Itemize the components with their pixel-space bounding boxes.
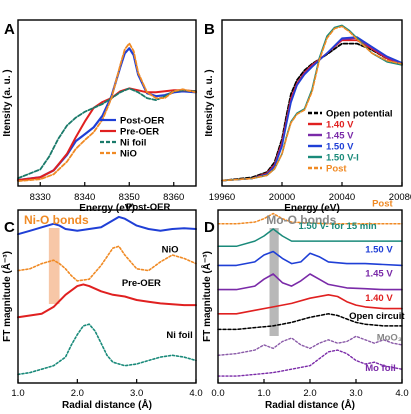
series-line-1-40-v (217, 293, 403, 315)
series-line-1-45-v (217, 273, 403, 291)
x-tick-label: 4.0 (395, 388, 408, 399)
legend-entry: 1.50 V (326, 142, 354, 153)
panel-letter-c: C (4, 219, 15, 236)
legend-entry: 1.45 V (326, 131, 354, 142)
series-line-open-circuit (217, 313, 403, 331)
x-tick-label: 8340 (74, 192, 95, 203)
panel-b: B 19960 20000 20040 20080 Energy (eV) Itensity… (204, 19, 411, 214)
series-line-moo- (217, 335, 403, 356)
x-axis-label: Radial distance (Å) (62, 398, 152, 411)
panel-letter-b: B (204, 21, 215, 38)
x-tick-label: 20080 (389, 192, 411, 203)
legend-entry: NiO (120, 149, 137, 160)
series-line-post-oer (17, 215, 197, 236)
annotation-label: Ni-O bonds (24, 213, 89, 227)
x-tick-label: 20040 (329, 192, 355, 203)
series-label: Ni foil (166, 330, 192, 341)
x-tick-label: 2.0 (303, 388, 316, 399)
series-line-ni-foil (17, 87, 197, 180)
x-tick-label: 20000 (269, 192, 295, 203)
legend-entry: 1.40 V (326, 120, 354, 131)
legend-entry: 1.50 V-I (326, 153, 359, 164)
series-line-ni-foil (17, 323, 197, 376)
annotation-label: Mo-O bonds (266, 213, 336, 227)
x-axis-label: Energy (eV) (284, 203, 340, 214)
series-label: 1.45 V (365, 269, 393, 280)
panel-letter-a: A (4, 21, 15, 38)
series-line-post (217, 212, 403, 225)
y-axis-label: Itensity (a. u. ) (204, 69, 215, 136)
panel-c: C 1.0 2.0 3.0 4.0 Radial distance (Å) FT magni… (0, 202, 203, 411)
x-tick-label: 8330 (30, 192, 51, 203)
legend-entry: Ni foil (120, 138, 146, 149)
series-line-1-50-v (221, 36, 403, 182)
x-tick-label: 8350 (119, 192, 140, 203)
series-line-pre-oer (17, 283, 197, 319)
series-line-1-50-v-for-15-min (217, 228, 403, 248)
series-label: Pre-OER (122, 278, 161, 289)
series-label: 1.40 V (365, 293, 393, 304)
series-label: MoO₃ (377, 333, 403, 344)
series-line-nio (17, 245, 197, 282)
series-label: Post-OER (126, 202, 170, 213)
plot-frame (17, 209, 197, 384)
x-tick-label: 1.0 (257, 388, 270, 399)
legend-entry: Post-OER (120, 116, 164, 127)
y-axis-label: FT magnitude (Å⁻³) (0, 251, 13, 342)
series-label: Post (372, 199, 393, 210)
x-tick-label: 19960 (209, 192, 235, 203)
y-axis-label: FT magnitude (Å⁻³) (200, 251, 213, 342)
highlight-band (48, 228, 60, 304)
series-line-1-50-v (217, 250, 403, 267)
series-line-pre-oer (17, 87, 197, 182)
x-tick-label: 2.0 (71, 388, 84, 399)
x-axis-label: Radial distance (Å) (265, 398, 355, 411)
panel-letter-d: D (204, 219, 215, 236)
x-tick-label: 3.0 (349, 388, 362, 399)
highlight-band (269, 228, 279, 336)
plot-frame (221, 19, 403, 187)
x-tick-label: 4.0 (189, 388, 202, 399)
series-label: 1.50 V- for 15 min (299, 221, 377, 232)
legend-entry: Pre-OER (120, 127, 159, 138)
x-tick-label: 8360 (163, 192, 184, 203)
x-tick-label: 0.0 (211, 388, 224, 399)
series-label: 1.50 V (365, 244, 393, 255)
plot-frame (17, 19, 197, 187)
series-line-post (221, 25, 403, 182)
series-line-mo-foil (217, 349, 403, 377)
series-line-post-oer (16, 47, 198, 182)
series-label: Mo foil (365, 363, 396, 374)
y-axis-label: Itensity (a. u. ) (2, 69, 13, 136)
x-axis-label: Energy (eV) (79, 203, 135, 214)
legend-entry: Post (326, 164, 347, 175)
series-label: Open circuit (349, 311, 405, 322)
panel-d: D 0.0 1.0 2.0 3.0 4.0 Radial distance (Å) FT ma… (200, 199, 409, 411)
series-label: NiO (162, 244, 179, 255)
x-tick-label: 1.0 (11, 388, 24, 399)
x-tick-label: 3.0 (130, 388, 143, 399)
legend-entry: Open potential (326, 109, 393, 120)
panel-a: A 8330 8340 8350 8360 Energy (eV) Itensity (a.… (2, 19, 198, 214)
series-line-nio (17, 42, 197, 183)
